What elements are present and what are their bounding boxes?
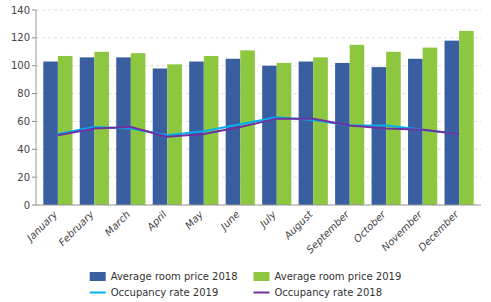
data <box>43 31 473 205</box>
bar <box>408 59 423 205</box>
legend-swatch <box>90 292 106 294</box>
bar <box>335 63 350 205</box>
chart: 0 20 40 60 80 100 120 140 JanuaryFebruaryMarch Ap… <box>0 0 491 302</box>
legend-swatch <box>254 272 270 281</box>
bar <box>58 56 73 205</box>
legend-label: Average room price 2018 <box>111 271 238 282</box>
bar <box>459 31 474 205</box>
bar <box>299 62 314 205</box>
legend-swatch <box>254 292 270 294</box>
legend-item: Average room price 2018 <box>90 271 238 282</box>
x-tick-label: January <box>23 208 60 245</box>
x-tick-label: October <box>351 208 388 245</box>
y-tick <box>32 10 36 11</box>
x-tick-label: December <box>416 208 461 253</box>
line <box>58 117 459 135</box>
x-tick-label: February <box>56 208 96 248</box>
bar <box>445 41 460 205</box>
y-tick <box>32 37 36 38</box>
x-tick-label: July <box>256 208 279 231</box>
x-tick-label: August <box>281 208 315 242</box>
bar <box>313 57 328 205</box>
bar <box>43 62 58 205</box>
legend-item: Occupancy rate 2018 <box>254 287 383 298</box>
y-tick-label: 20 <box>17 172 30 183</box>
y-tick-label: 0 <box>24 200 30 211</box>
y-tick <box>32 177 36 178</box>
line <box>58 119 459 137</box>
grid-line <box>36 205 481 206</box>
x-tick-label: May <box>183 208 206 231</box>
y-tick-label: 100 <box>11 60 30 71</box>
y-tick <box>32 149 36 150</box>
y-tick-label: 120 <box>11 32 30 43</box>
x-tick-label: April <box>144 208 169 233</box>
grid-line <box>36 10 481 11</box>
bar <box>240 50 255 205</box>
bar <box>423 48 438 205</box>
legend-label: Average room price 2019 <box>275 271 402 282</box>
legend-label: Occupancy rate 2018 <box>275 287 383 298</box>
bar <box>116 57 131 205</box>
legend: Average room price 2018 Average room pric… <box>90 271 402 298</box>
x-tick-label: June <box>217 209 242 234</box>
y-tick <box>32 205 36 206</box>
legend-swatch <box>90 272 106 281</box>
legend-item: Occupancy rate 2019 <box>90 287 219 298</box>
y-axis <box>36 10 37 205</box>
y-tick-label: 140 <box>11 5 30 16</box>
grid-line <box>36 37 481 38</box>
y-tick-label: 60 <box>17 116 30 127</box>
bar <box>262 66 277 205</box>
y-tick-label: 80 <box>17 88 30 99</box>
bar <box>277 63 292 205</box>
x-tick-label: September <box>304 208 351 255</box>
x-axis <box>36 205 481 206</box>
grid: 0 20 40 60 80 100 120 140 <box>11 5 481 211</box>
y-tick <box>32 93 36 94</box>
x-tick-label: March <box>103 209 132 238</box>
legend-label: Occupancy rate 2019 <box>111 287 219 298</box>
legend-item: Average room price 2019 <box>254 271 402 282</box>
bar <box>372 67 387 205</box>
y-tick <box>32 65 36 66</box>
y-tick <box>32 121 36 122</box>
y-tick-label: 40 <box>17 144 30 155</box>
bar <box>226 59 241 205</box>
